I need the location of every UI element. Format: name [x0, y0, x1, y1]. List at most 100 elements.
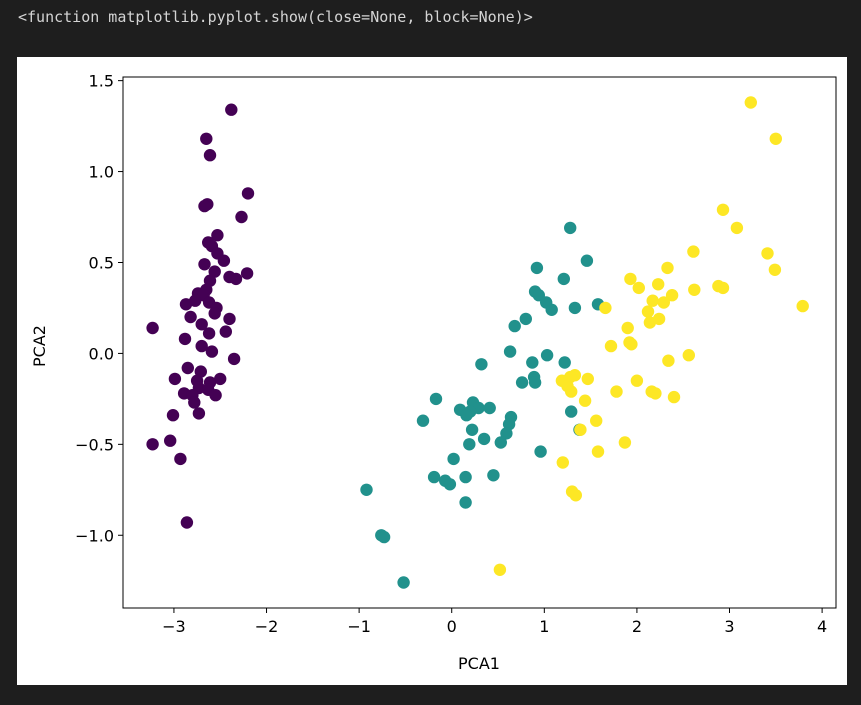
data-point-class-0 [202, 327, 216, 340]
y-tick-label: 1.0 [89, 163, 114, 182]
data-point-class-2 [667, 390, 681, 404]
data-point-class-2 [578, 394, 592, 407]
data-point-class-2 [630, 374, 644, 387]
data-point-class-2 [624, 272, 637, 286]
data-point-class-1 [463, 438, 476, 451]
data-point-class-1 [526, 356, 539, 369]
data-point-class-0 [211, 229, 224, 242]
x-tick-label: 3 [724, 617, 734, 636]
y-axis-ticks: −1.0 −0.5 0.0 0.5 1.0 1.5 [75, 72, 123, 545]
x-tick-label: 0 [447, 617, 457, 636]
data-point-class-0 [203, 149, 217, 162]
data-point-class-0 [209, 389, 222, 402]
x-axis-ticks: −3 −2 −1 0 1 2 3 4 [162, 608, 827, 636]
data-point-class-1 [397, 576, 410, 589]
figure: −3 −2 −1 0 1 2 3 4 −1.0 −0.5 0.0 0.5 1.0 1.5 PCA1 PC… [17, 57, 847, 685]
data-point-class-1 [568, 301, 582, 315]
data-point-class-2 [641, 305, 655, 318]
data-point-class-1 [487, 469, 500, 482]
data-point-class-0 [217, 254, 231, 267]
data-point-class-0 [240, 267, 254, 280]
data-point-class-0 [166, 409, 180, 422]
data-point-class-0 [219, 325, 232, 338]
data-point-class-1 [416, 414, 430, 427]
data-point-class-1 [534, 445, 547, 458]
data-point-class-2 [632, 281, 645, 295]
data-point-class-2 [652, 278, 665, 291]
data-point-class-1 [580, 254, 594, 267]
data-point-class-2 [744, 96, 757, 109]
y-tick-label: 0.0 [89, 344, 114, 363]
data-point-class-1 [477, 432, 491, 446]
x-tick-label: −2 [255, 617, 279, 636]
data-point-class-0 [225, 103, 238, 116]
data-point-class-2 [687, 245, 700, 258]
data-point-class-2 [688, 283, 701, 296]
data-point-class-1 [557, 272, 570, 286]
data-point-class-0 [178, 332, 192, 346]
y-axis-label: PCA2 [30, 325, 49, 367]
x-tick-label: −3 [162, 617, 186, 636]
data-point-class-1 [530, 261, 544, 275]
data-point-class-2 [493, 563, 507, 576]
data-point-class-2 [574, 423, 587, 436]
data-point-class-2 [604, 339, 618, 353]
data-point-class-2 [618, 436, 632, 449]
data-point-class-0 [235, 210, 248, 224]
data-point-class-2 [730, 221, 744, 235]
data-point-class-1 [564, 221, 577, 235]
points-layer [146, 96, 809, 589]
data-point-class-0 [180, 516, 194, 529]
data-point-class-2 [716, 281, 730, 295]
data-point-class-1 [360, 483, 373, 496]
data-point-class-0 [208, 307, 221, 320]
plot-frame [122, 76, 837, 609]
data-point-class-2 [610, 385, 623, 398]
data-point-class-2 [661, 261, 674, 275]
data-point-class-2 [662, 354, 675, 367]
data-point-class-2 [581, 372, 594, 386]
data-point-class-1 [459, 496, 472, 509]
x-tick-label: 1 [539, 617, 549, 636]
data-point-class-1 [558, 356, 571, 369]
data-point-class-1 [503, 345, 517, 358]
data-point-class-1 [483, 401, 496, 415]
data-point-class-1 [565, 405, 578, 418]
data-point-class-0 [229, 272, 243, 286]
data-point-class-2 [716, 203, 730, 216]
data-point-class-0 [198, 258, 211, 271]
data-point-class-2 [649, 387, 662, 400]
data-point-class-1 [515, 376, 529, 389]
data-point-class-1 [545, 303, 558, 316]
data-point-class-0 [200, 132, 213, 145]
data-point-class-0 [208, 265, 221, 278]
scatter-chart: −3 −2 −1 0 1 2 3 4 −1.0 −0.5 0.0 0.5 1.0 1.5 PCA1 PC… [30, 72, 837, 673]
data-point-class-1 [508, 319, 521, 333]
data-point-class-0 [241, 187, 255, 200]
data-point-class-1 [460, 409, 473, 422]
data-point-class-1 [540, 349, 554, 362]
data-point-class-0 [184, 310, 197, 324]
y-tick-label: 0.5 [89, 253, 114, 272]
y-tick-label: −0.5 [75, 435, 114, 454]
data-point-class-2 [621, 321, 634, 335]
x-tick-label: 2 [632, 617, 642, 636]
x-tick-label: 4 [817, 617, 827, 636]
y-tick-label: 1.5 [89, 72, 114, 91]
data-point-class-2 [591, 445, 605, 458]
data-point-class-1 [447, 452, 460, 466]
data-point-class-0 [146, 438, 159, 451]
data-point-class-0 [223, 312, 236, 326]
data-point-class-0 [179, 298, 193, 311]
y-tick-label: −1.0 [75, 526, 114, 545]
x-axis-label: PCA1 [458, 654, 500, 673]
data-point-class-2 [643, 316, 657, 329]
data-point-class-1 [465, 423, 479, 436]
data-point-class-0 [214, 372, 227, 386]
data-point-class-0 [188, 396, 201, 409]
data-point-class-2 [625, 338, 638, 351]
data-point-class-2 [796, 299, 809, 313]
data-point-class-2 [768, 263, 782, 276]
data-point-class-2 [657, 296, 670, 309]
data-point-class-2 [590, 414, 603, 427]
